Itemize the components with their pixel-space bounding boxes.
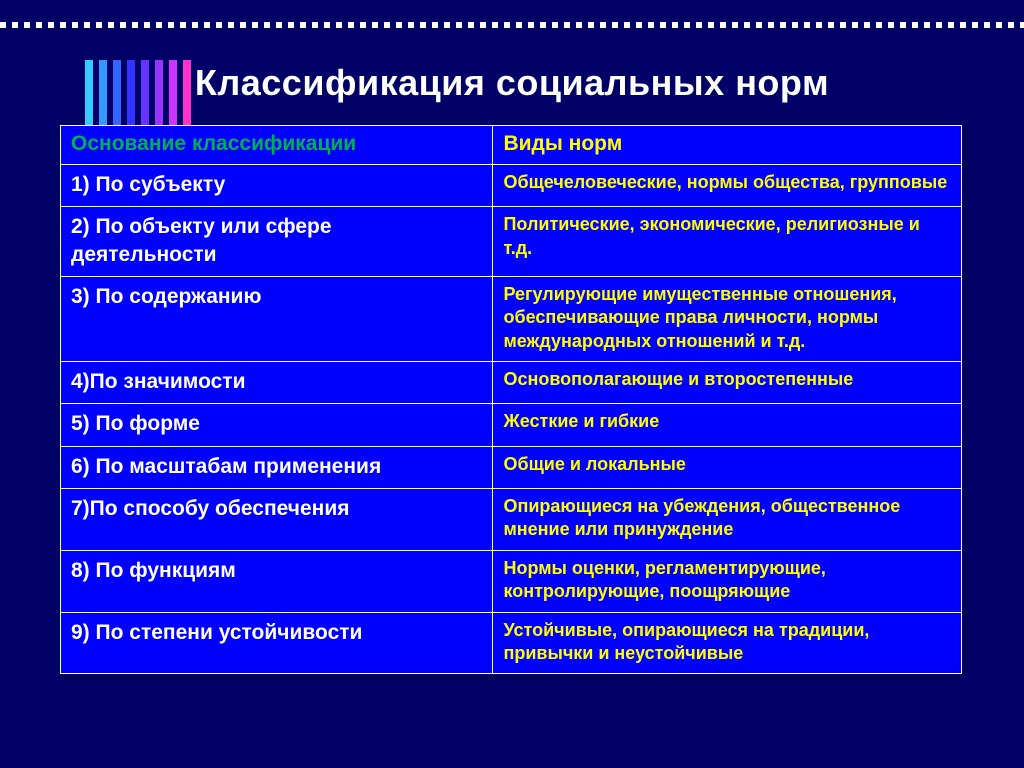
header-kinds: Виды норм (493, 126, 962, 165)
bottom-rule (0, 680, 1024, 682)
table-row: 7)По способу обеспеченияОпирающиеся на у… (61, 488, 962, 550)
cell-kinds: Жесткие и гибкие (493, 404, 962, 446)
cell-kinds: Регулирующие имущественные отношения, об… (493, 276, 962, 361)
cell-kinds: Нормы оценки, регламентирующие, контроли… (493, 550, 962, 612)
table-row: 3) По содержаниюРегулирующие имущественн… (61, 276, 962, 361)
table-row: 6) По масштабам примененияОбщие и локаль… (61, 446, 962, 488)
cell-basis: 1) По субъекту (61, 165, 493, 207)
table-row: 8) По функциямНормы оценки, регламентиру… (61, 550, 962, 612)
header-basis: Основание классификации (61, 126, 493, 165)
cell-basis: 9) По степени устойчивости (61, 612, 493, 674)
cell-basis: 4)По значимости (61, 362, 493, 404)
cell-basis: 3) По содержанию (61, 276, 493, 361)
table-header-row: Основание классификации Виды норм (61, 126, 962, 165)
cell-kinds: Общие и локальные (493, 446, 962, 488)
cell-basis: 2) По объекту или сфере деятельности (61, 207, 493, 277)
cell-basis: 5) По форме (61, 404, 493, 446)
table-row: 9) По степени устойчивостиУстойчивые, оп… (61, 612, 962, 674)
classification-table: Основание классификации Виды норм 1) По … (60, 125, 962, 674)
cell-kinds: Общечеловеческие, нормы общества, группо… (493, 165, 962, 207)
cell-kinds: Опирающиеся на убеждения, общественное м… (493, 488, 962, 550)
table-row: 5) По формеЖесткие и гибкие (61, 404, 962, 446)
cell-kinds: Политические, экономические, религиозные… (493, 207, 962, 277)
cell-basis: 8) По функциям (61, 550, 493, 612)
cell-basis: 6) По масштабам применения (61, 446, 493, 488)
top-rule (0, 22, 1024, 28)
cell-kinds: Устойчивые, опирающиеся на традиции, при… (493, 612, 962, 674)
classification-table-wrap: Основание классификации Виды норм 1) По … (60, 125, 962, 674)
table-row: 2) По объекту или сфере деятельностиПоли… (61, 207, 962, 277)
table-row: 1) По субъектуОбщечеловеческие, нормы об… (61, 165, 962, 207)
cell-kinds: Основополагающие и второстепенные (493, 362, 962, 404)
cell-basis: 7)По способу обеспечения (61, 488, 493, 550)
table-row: 4)По значимостиОсновополагающие и второс… (61, 362, 962, 404)
page-title: Классификация социальных норм (0, 62, 1024, 104)
